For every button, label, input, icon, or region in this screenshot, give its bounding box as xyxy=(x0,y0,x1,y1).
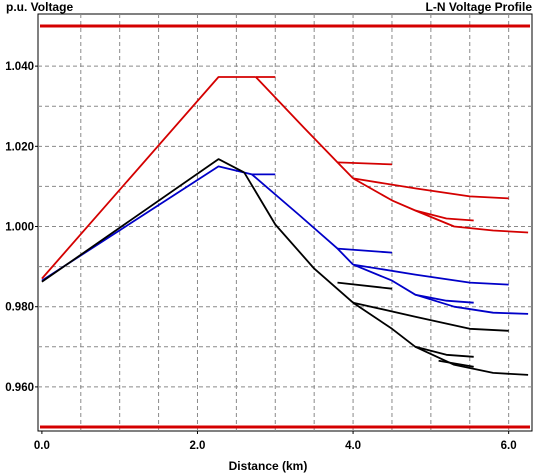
series-line-10 xyxy=(352,263,509,286)
series-line-15 xyxy=(337,281,393,290)
series-line-0 xyxy=(41,76,256,280)
series-line-19 xyxy=(438,359,474,368)
series-line-8 xyxy=(251,173,354,266)
series-line-18 xyxy=(414,345,529,376)
series-line-4 xyxy=(352,177,509,200)
y-tick-label-2: 1.000 xyxy=(5,222,34,234)
plot-frame xyxy=(37,13,533,432)
series-line-3 xyxy=(337,161,393,166)
x-tick-label-3: 6.0 xyxy=(501,440,517,452)
chart-title: L-N Voltage Profile xyxy=(425,0,532,14)
y-tick-label-3: 1.020 xyxy=(5,141,34,153)
x-tick-label-0: 0.0 xyxy=(34,440,50,452)
series-line-2 xyxy=(255,76,354,180)
y-axis-title: p.u. Voltage xyxy=(6,0,74,14)
series-line-7 xyxy=(41,165,276,282)
series-line-9 xyxy=(337,247,393,254)
series-line-12 xyxy=(415,293,529,315)
series-line-6 xyxy=(414,209,529,234)
series-line-16 xyxy=(352,301,509,332)
y-tick-label-1: 0.980 xyxy=(5,302,34,314)
series-line-13 xyxy=(41,158,245,283)
x-tick-label-1: 2.0 xyxy=(189,440,205,452)
x-axis-title: Distance (km) xyxy=(228,459,308,473)
y-tick-label-4: 1.040 xyxy=(5,61,34,73)
x-tick-label-2: 4.0 xyxy=(345,440,361,452)
y-tick-label-0: 0.960 xyxy=(5,382,34,394)
series-line-14 xyxy=(243,171,354,304)
